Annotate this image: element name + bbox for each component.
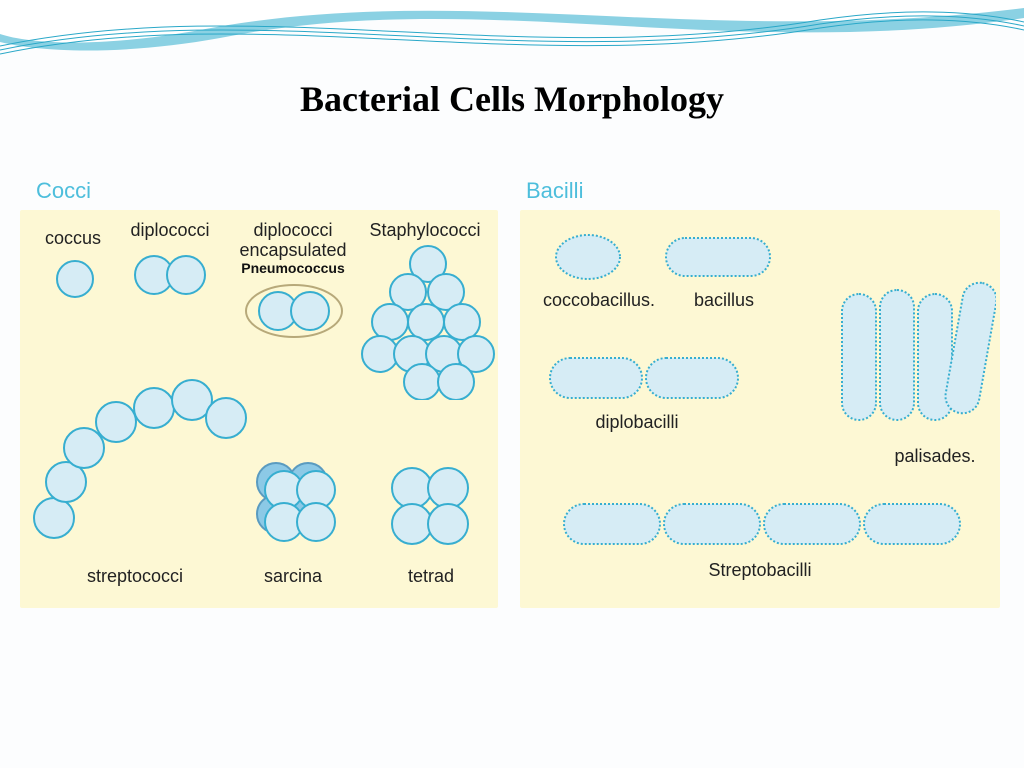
- label-bacillus: bacillus: [674, 290, 774, 311]
- label-tetrad: tetrad: [386, 566, 476, 587]
- streptobacilli-shape: [560, 498, 970, 552]
- label-diplococci: diplococci: [120, 220, 220, 241]
- label-palisades: palisades.: [880, 446, 990, 467]
- staphylococci-shape: [360, 244, 496, 400]
- label-streptobac: Streptobacilli: [680, 560, 840, 581]
- diplococci-shape: [132, 252, 210, 298]
- label-diplo-enc2: encapsulated: [238, 240, 348, 261]
- streptococci-shape: [28, 360, 248, 540]
- bacilli-panel: coccobacillus. bacillus diplobacilli pal…: [520, 210, 1000, 608]
- label-staph: Staphylococci: [360, 220, 490, 241]
- label-diplobac: diplobacilli: [572, 412, 702, 433]
- bacilli-panel-label: Bacilli: [526, 178, 583, 204]
- cocci-panel: coccus diplococci diplococci encapsulate…: [20, 210, 498, 608]
- label-sarcina: sarcina: [248, 566, 338, 587]
- label-diplo-enc: diplococci: [238, 220, 348, 241]
- page-title: Bacterial Cells Morphology: [0, 78, 1024, 120]
- coccus-shape: [54, 258, 96, 300]
- bacillus-shape: [662, 232, 774, 282]
- cocci-panel-label: Cocci: [36, 178, 91, 204]
- label-coccobac: coccobacillus.: [534, 290, 664, 311]
- tetrad-shape: [386, 462, 474, 550]
- wave-decoration: [0, 0, 1024, 90]
- label-pneumo: Pneumococcus: [238, 260, 348, 276]
- slide: Bacterial Cells Morphology Cocci coccus …: [0, 0, 1024, 768]
- label-strepto: streptococci: [70, 566, 200, 587]
- diplococci-encapsulated-shape: [242, 280, 346, 342]
- label-coccus: coccus: [38, 228, 108, 249]
- sarcina-shape: [244, 448, 344, 548]
- coccobacillus-shape: [550, 230, 626, 284]
- palisades-shape: [836, 278, 996, 442]
- diplobacilli-shape: [546, 352, 746, 404]
